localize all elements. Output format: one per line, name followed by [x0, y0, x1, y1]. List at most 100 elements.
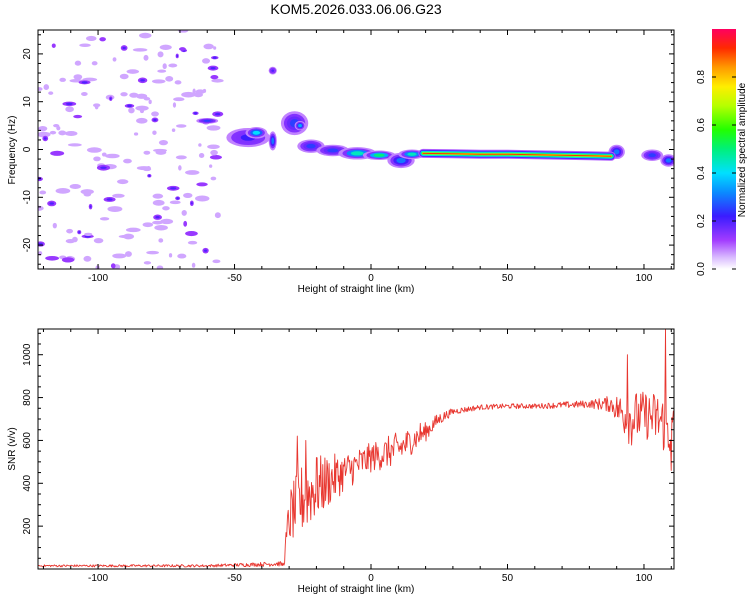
- snr-panel: -100 -50 0 50 100 200 400 600 800 1000 Height of …: [7, 328, 675, 595]
- noise-speckle: [210, 176, 217, 181]
- noise-speckle: [152, 130, 157, 135]
- noise-speckle: [74, 60, 82, 66]
- noise-speckle: [168, 63, 178, 68]
- noise-core: [140, 79, 145, 82]
- snr-frame: [37, 328, 675, 570]
- noise-core: [65, 102, 73, 106]
- noise-speckle: [112, 193, 125, 198]
- colorbar-tick-label: 0.8: [696, 70, 707, 84]
- noise-speckle: [101, 152, 107, 157]
- noise-speckle: [143, 54, 149, 61]
- noise-speckle: [128, 107, 135, 114]
- colorbar-tick-label: 0.6: [696, 118, 707, 132]
- noise-speckle: [157, 69, 167, 73]
- signal-blob: [648, 153, 656, 158]
- noise-speckle: [94, 104, 99, 110]
- noise-speckle: [151, 111, 159, 117]
- noise-speckle: [152, 220, 164, 225]
- noise-core: [176, 54, 179, 58]
- colorbar: 0.0 0.2 0.4 0.6 0.8 Normalized spectral ampl…: [696, 29, 748, 276]
- noise-core: [127, 104, 132, 108]
- noise-speckle: [139, 109, 144, 114]
- colorbar-gradient: [712, 29, 736, 269]
- noise-core: [176, 197, 179, 200]
- noise-speckle: [146, 250, 159, 255]
- noise-speckle: [195, 195, 210, 202]
- signal-blob: [298, 123, 302, 128]
- noise-speckle: [168, 253, 173, 258]
- noise-speckle: [73, 114, 83, 119]
- signal-blob: [252, 130, 261, 135]
- noise-core: [100, 166, 107, 169]
- x-tick-label: 50: [502, 573, 514, 584]
- noise-speckle: [142, 222, 154, 228]
- x-tick-label: -100: [88, 573, 108, 584]
- noise-core: [204, 249, 208, 252]
- snr-ylabel: SNR (v/v): [7, 427, 18, 470]
- signal-blob: [407, 152, 417, 156]
- noise-speckle: [51, 43, 56, 48]
- noise-core: [122, 46, 126, 50]
- noise-speckle: [214, 212, 221, 219]
- noise-speckle: [133, 132, 139, 136]
- signal-blob: [203, 119, 211, 122]
- noise-speckle: [198, 153, 205, 159]
- noise-speckle: [81, 92, 88, 97]
- spectrogram-frame: [37, 29, 675, 270]
- signal-blob: [665, 158, 672, 163]
- noise-speckle: [211, 78, 224, 83]
- noise-speckle: [52, 222, 57, 229]
- noise-speckle: [158, 238, 164, 243]
- noise-speckle: [120, 92, 128, 97]
- noise-core: [190, 202, 193, 205]
- noise-core: [106, 198, 113, 201]
- noise-speckle: [207, 144, 220, 149]
- colorbar-tick-label: 0.2: [696, 214, 707, 228]
- y-tick-label: 200: [22, 517, 33, 534]
- signal-blob: [306, 143, 316, 149]
- noise-speckle: [58, 130, 67, 136]
- x-tick-label: 0: [368, 573, 374, 584]
- noise-speckle: [191, 262, 196, 268]
- noise-speckle: [49, 130, 57, 135]
- noise-speckle: [210, 74, 219, 80]
- x-tick-label: 100: [636, 573, 653, 584]
- noise-speckle: [138, 32, 152, 39]
- noise-speckle: [85, 35, 97, 42]
- signal-blob: [327, 148, 339, 153]
- noise-speckle: [172, 102, 177, 108]
- signal-blob: [271, 137, 275, 145]
- noise-core: [78, 230, 81, 234]
- noise-speckle: [157, 51, 164, 58]
- x-tick-label: 100: [636, 273, 653, 284]
- noise-speckle: [38, 87, 43, 91]
- noise-speckle: [175, 124, 187, 128]
- noise-speckle: [105, 153, 120, 159]
- figure-title: KOM5.2026.033.06.06.G23: [270, 1, 441, 17]
- noise-speckle: [148, 99, 152, 105]
- colorbar-tick-label: 0.0: [696, 262, 707, 276]
- noise-speckle: [162, 63, 167, 70]
- ridge-line: [422, 152, 612, 157]
- noise-speckle: [175, 155, 187, 160]
- noise-speckle: [152, 193, 164, 199]
- noise-speckle: [99, 37, 106, 42]
- noise-speckle: [69, 184, 82, 190]
- noise-speckle: [136, 117, 148, 124]
- noise-core: [170, 187, 177, 190]
- colorbar-label: Normalized spectral amplitude: [737, 82, 748, 217]
- noise-speckle: [64, 131, 78, 136]
- noise-core: [148, 174, 151, 177]
- noise-speckle: [132, 48, 148, 52]
- noise-speckle: [84, 232, 93, 237]
- noise-speckle: [177, 253, 187, 259]
- colorbar-ticks: 0.0 0.2 0.4 0.6 0.8: [696, 70, 736, 276]
- noise-speckle: [185, 231, 198, 237]
- x-tick-label: 50: [502, 273, 514, 284]
- noise-speckle: [45, 255, 60, 261]
- noise-core: [212, 56, 217, 59]
- noise-speckle: [178, 165, 182, 171]
- noise-speckle: [83, 255, 92, 262]
- noise-speckle: [143, 261, 152, 265]
- noise-speckle: [154, 224, 168, 231]
